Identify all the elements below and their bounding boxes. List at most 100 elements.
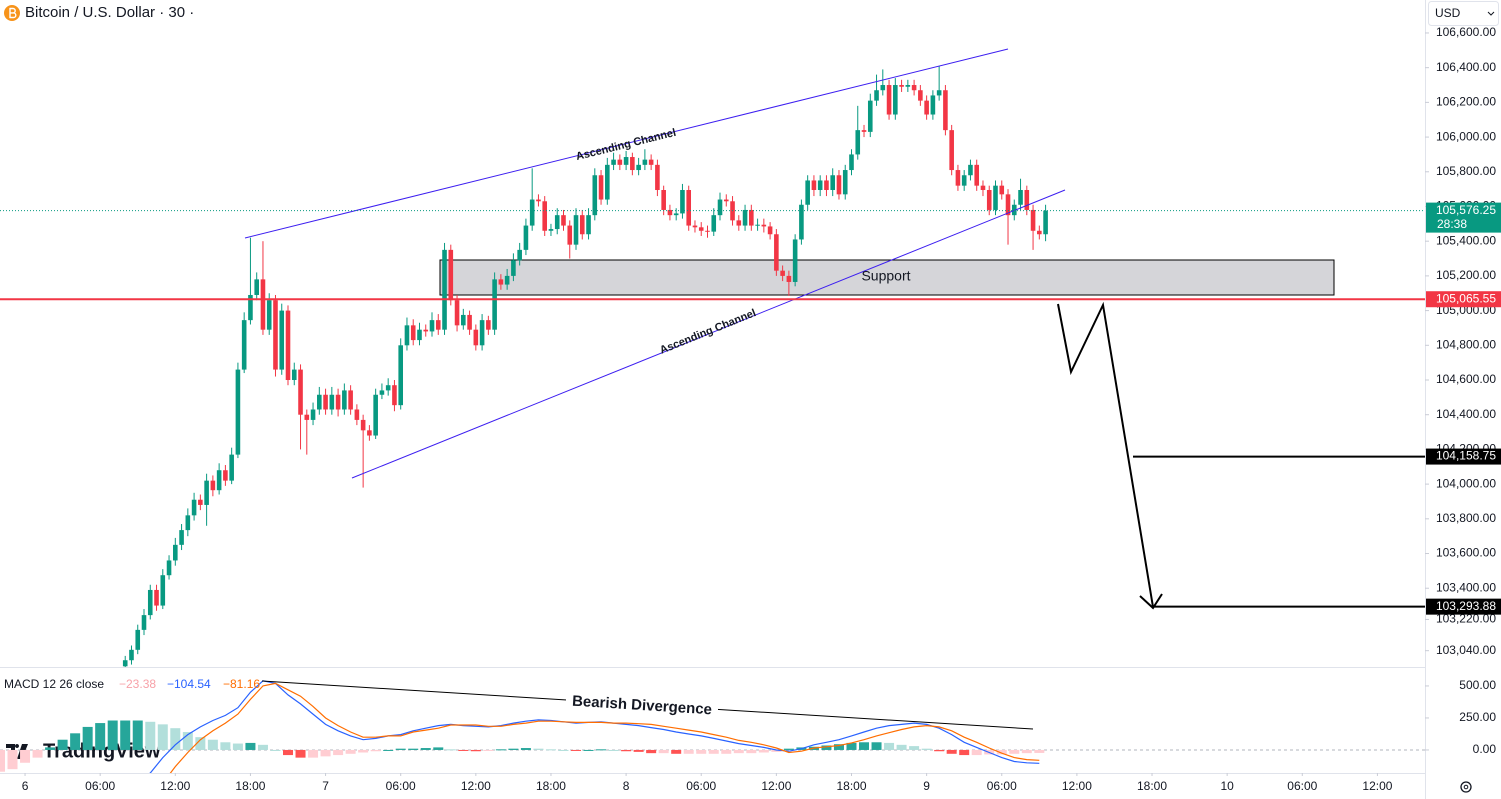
candle-body — [486, 320, 491, 330]
candle-body — [893, 85, 898, 115]
macd-histogram-bar — [358, 749, 369, 753]
y-tick-label: 106,600.00 — [1436, 25, 1496, 39]
y-tick-label: 104,600.00 — [1436, 372, 1496, 386]
x-tick-label: 06:00 — [987, 779, 1017, 793]
support-label: Support — [861, 268, 910, 284]
candle-body — [141, 615, 147, 630]
macd-histogram-bar — [20, 749, 31, 763]
candle-body — [429, 320, 435, 332]
candle-body — [191, 499, 197, 516]
settings[interactable] — [1460, 781, 1472, 793]
price-axis — [1425, 0, 1501, 799]
macd-histogram-bar — [495, 749, 506, 751]
candle-body — [498, 279, 504, 285]
candle-body — [122, 660, 128, 667]
candle-body — [780, 270, 785, 276]
macd-histogram-bar — [220, 742, 231, 750]
candle-body — [548, 229, 554, 231]
currency-chevron — [1487, 11, 1495, 16]
y-tick-label: 105,400.00 — [1436, 233, 1496, 247]
candle-body — [717, 199, 723, 216]
macd-histogram-bar — [345, 749, 356, 754]
candle-body — [842, 170, 848, 195]
macd-histogram-bar — [571, 749, 582, 751]
candle-body — [667, 209, 673, 216]
macd-histogram-bar — [1021, 749, 1032, 754]
candle-body — [1024, 190, 1030, 210]
candle-body — [579, 215, 585, 235]
candle-body — [980, 185, 986, 191]
macd-histogram-bar — [959, 749, 970, 756]
macd-histogram-bar — [1034, 749, 1045, 753]
candle-body — [1030, 209, 1036, 231]
x-tick-label: 18:00 — [536, 779, 566, 793]
candle-body — [304, 414, 310, 420]
x-tick-label: 18:00 — [1137, 779, 1167, 793]
macd-histogram-bar — [207, 739, 218, 750]
macd-histogram-bar — [333, 749, 344, 756]
settings-icon[interactable] — [1460, 781, 1472, 793]
candle-body — [636, 164, 641, 171]
candle-body — [918, 90, 923, 101]
macd-histogram-bar — [245, 742, 256, 750]
candle-body — [223, 470, 228, 481]
candle-body — [855, 130, 861, 155]
projection-path — [1057, 301, 1154, 608]
candle-body — [749, 209, 754, 226]
candle-body — [360, 419, 366, 431]
macd-histogram-bar — [0, 749, 5, 772]
macd-histogram-bar — [195, 737, 206, 750]
macd-histogram-bar — [32, 749, 43, 758]
y-tick-label: 106,000.00 — [1436, 129, 1496, 143]
macd-histogram-bar — [545, 749, 556, 751]
macd-legend-value: −23.38 — [119, 677, 156, 691]
macd-histogram-bar — [583, 749, 594, 751]
candle-body — [573, 215, 579, 245]
under-layer — [439, 259, 1335, 296]
candle-body — [204, 480, 209, 505]
macd-legend-value: −81.16 — [223, 677, 260, 691]
macd-histogram-bar — [320, 749, 331, 757]
candle-body — [273, 300, 278, 370]
y-tick-label: 103,600.00 — [1436, 546, 1496, 560]
last-price-badge — [1426, 202, 1501, 233]
macd-histogram-bar — [145, 721, 156, 750]
candle-body — [811, 180, 817, 191]
level-label: 103,293.88 — [1436, 599, 1496, 613]
candle-body — [248, 294, 253, 321]
candle-body — [511, 260, 516, 276]
candle-body — [561, 215, 566, 226]
candle-body — [536, 199, 541, 202]
y-tick-label: 103,040.00 — [1436, 643, 1496, 657]
candle-body — [955, 170, 961, 186]
x-tick-label: 12:00 — [761, 779, 791, 793]
candle-body — [298, 369, 303, 415]
x-tick-label: 9 — [923, 779, 930, 793]
candle-body — [210, 480, 216, 491]
macd-histogram-bar — [821, 745, 832, 750]
currency-select[interactable] — [1428, 1, 1499, 26]
macd-histogram-bar — [696, 749, 707, 754]
candle-body — [817, 180, 823, 191]
candle-body — [147, 589, 153, 616]
candle-body — [542, 201, 548, 231]
candle-body — [968, 164, 973, 176]
x-tick-label: 7 — [322, 779, 329, 793]
candle-body — [160, 575, 166, 606]
macd-histogram-bar — [157, 724, 168, 750]
candle-body — [830, 175, 836, 191]
macd-histogram-bar — [683, 749, 694, 754]
x-tick-label: 10 — [1220, 779, 1234, 793]
candle-body — [323, 394, 328, 410]
macd-histogram-bar — [120, 720, 131, 750]
currency-label[interactable]: USD — [1435, 6, 1461, 20]
y-tick-label: 500.00 — [1459, 678, 1496, 692]
macd-histogram-bar — [283, 749, 294, 756]
macd-histogram-bar — [70, 733, 81, 750]
candle-body — [492, 279, 497, 330]
header: Bitcoin / U.S. Dollar · 30 · USD — [4, 1, 1499, 26]
macd-histogram-bar — [871, 742, 882, 750]
candle-body — [529, 199, 535, 226]
